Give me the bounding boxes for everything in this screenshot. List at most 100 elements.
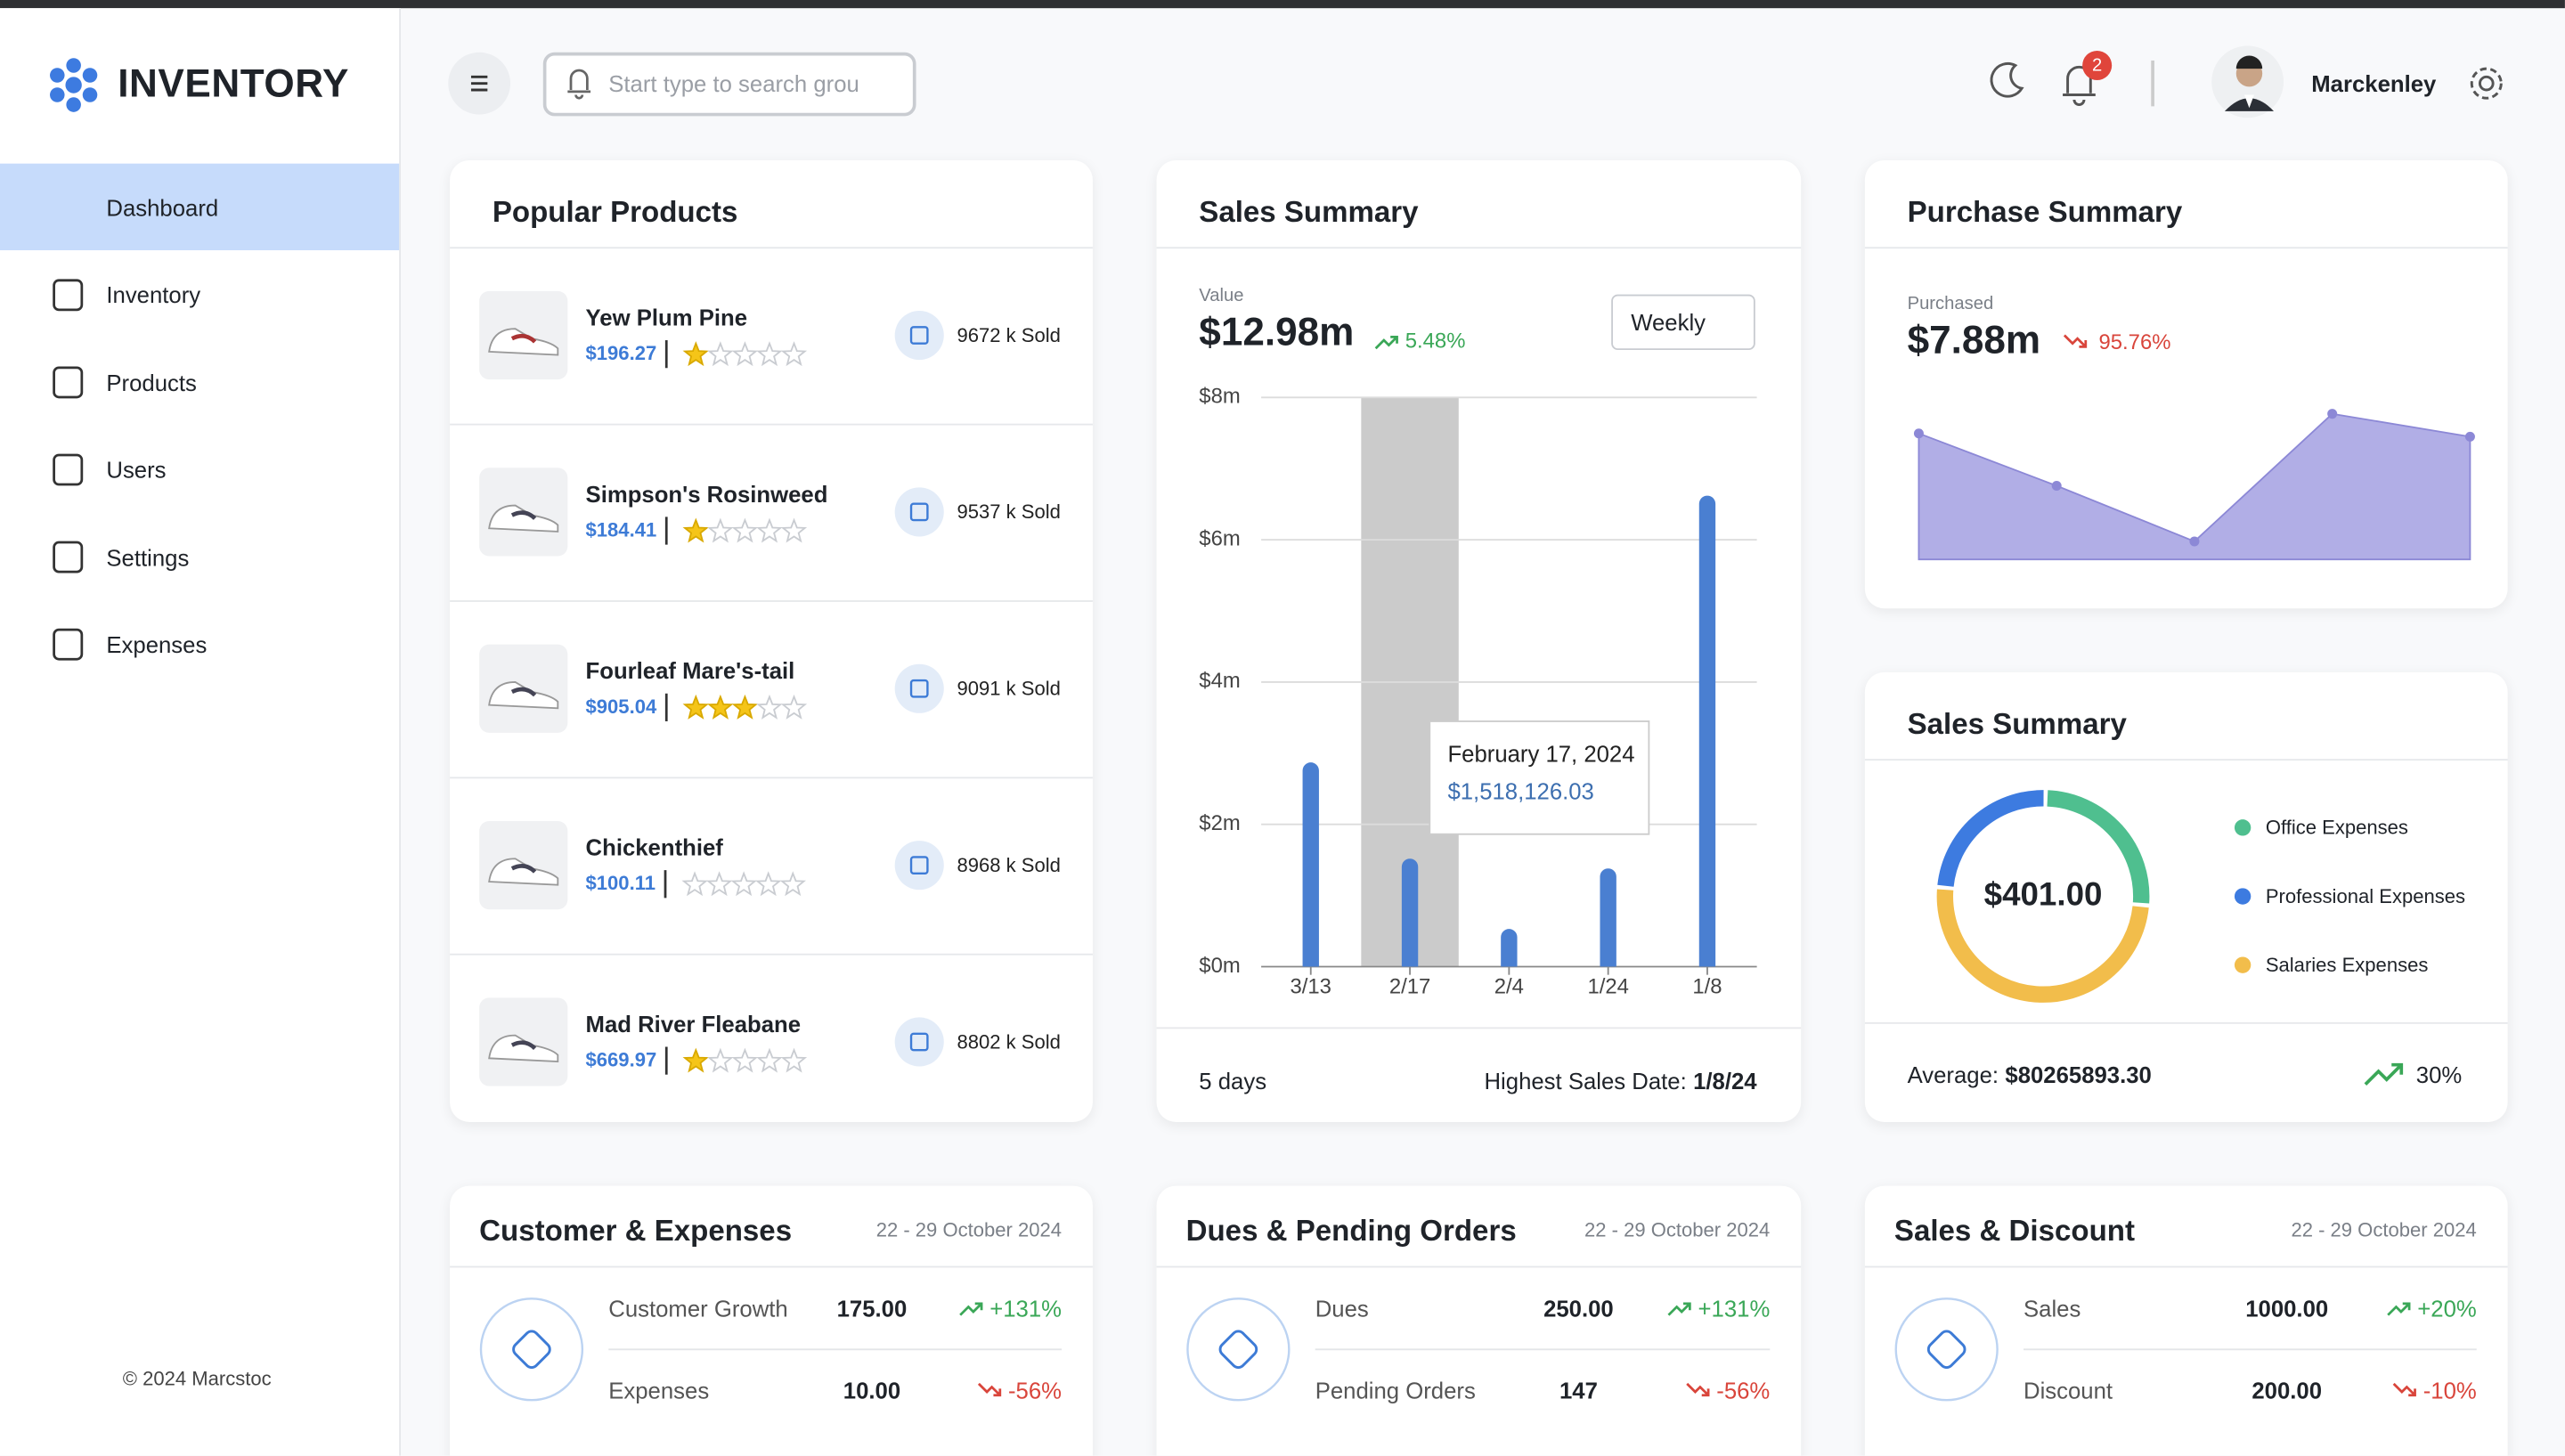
sold-icon xyxy=(894,663,944,713)
x-tick-label: 2/17 xyxy=(1389,975,1430,999)
avatar[interactable] xyxy=(2211,45,2284,118)
point xyxy=(1913,428,1924,439)
star xyxy=(706,871,733,897)
notification-count: 2 xyxy=(2092,56,2102,76)
stat-change: -56% xyxy=(1007,1377,1063,1403)
logo-icon xyxy=(50,58,98,112)
stat-change: +20% xyxy=(2417,1295,2477,1322)
stat-change: +131% xyxy=(1698,1295,1771,1322)
period-select[interactable] xyxy=(1611,294,1755,351)
trend-down-icon xyxy=(977,1382,1002,1397)
sold-icon-bag xyxy=(909,326,929,345)
divider xyxy=(1156,247,1802,249)
brand: INVENTORY xyxy=(118,61,349,107)
product-price: $196.27 xyxy=(585,341,657,365)
sold-icon-bag xyxy=(909,1032,929,1052)
card-title: Dues & Pending Orders xyxy=(1185,1214,1517,1248)
stat-value: 175.00 xyxy=(836,1295,908,1322)
star xyxy=(682,694,709,720)
sold-icon xyxy=(894,487,944,537)
card-icon-glyph xyxy=(512,1330,551,1370)
stat-label: Sales xyxy=(2023,1295,2081,1322)
footer-label: Highest Sales Date: xyxy=(1484,1068,1687,1094)
sold-icon xyxy=(894,841,944,891)
stat-value: 250.00 xyxy=(1543,1295,1614,1322)
shoe-accent xyxy=(510,864,537,874)
bar xyxy=(1501,929,1518,967)
stat-label: Discount xyxy=(2023,1377,2113,1403)
shoe-accent xyxy=(510,1040,537,1051)
legend-label: Salaries Expenses xyxy=(2265,953,2429,977)
nav-icon xyxy=(53,628,84,661)
purchase-value: $7.88m xyxy=(1907,319,2041,363)
sold-icon-bag xyxy=(909,856,929,874)
nav-item[interactable]: Inventory xyxy=(106,281,201,309)
copyright: © 2024 Marcstoc xyxy=(122,1367,272,1391)
settings-button[interactable] xyxy=(2470,67,2503,100)
nav-item[interactable]: Settings xyxy=(106,543,190,571)
x-tick-label: 1/24 xyxy=(1587,975,1628,999)
y-tick-label: $8m xyxy=(1199,385,1240,409)
trend-up-icon xyxy=(959,1302,983,1316)
nav-icon xyxy=(53,366,84,399)
star xyxy=(779,871,807,897)
sold-count: 9537 k Sold xyxy=(957,500,1061,524)
divider xyxy=(1864,1021,2508,1024)
y-tick-label: $6m xyxy=(1199,526,1240,550)
search-box[interactable] xyxy=(542,52,916,117)
card-title: Sales Summary xyxy=(1907,707,2127,741)
star xyxy=(707,1047,734,1073)
legend-dot xyxy=(2234,819,2252,836)
period-value[interactable]: Weekly xyxy=(1631,309,1706,336)
stat-label: Customer Growth xyxy=(608,1295,788,1322)
search-icon xyxy=(567,69,591,100)
legend-dot xyxy=(2234,888,2252,905)
average-value: $80265893.30 xyxy=(2005,1061,2152,1088)
card-icon xyxy=(1186,1297,1291,1402)
nav-active xyxy=(0,163,400,251)
x-tick-label: 1/8 xyxy=(1692,975,1722,999)
theme-toggle[interactable] xyxy=(1990,62,2024,98)
nav-item[interactable]: Dashboard xyxy=(106,194,219,221)
divider xyxy=(1864,247,2508,249)
product-price: $669.97 xyxy=(585,1048,657,1072)
star xyxy=(756,341,783,367)
product-name: Simpson's Rosinweed xyxy=(585,480,828,508)
expense-card xyxy=(1864,671,2508,1122)
stat-value: 147 xyxy=(1559,1377,1598,1403)
stat-change: -56% xyxy=(1716,1377,1771,1403)
star xyxy=(682,1047,709,1073)
sold-count: 8802 k Sold xyxy=(957,1030,1061,1053)
bar xyxy=(1401,858,1419,967)
sales-value: $12.98m xyxy=(1199,310,1355,355)
x-tick-label: 2/4 xyxy=(1494,975,1524,999)
nav-item[interactable]: Users xyxy=(106,456,167,484)
point xyxy=(2327,409,2338,419)
rating xyxy=(682,517,808,543)
notification-badge xyxy=(2082,50,2113,80)
donut-total: $401.00 xyxy=(1983,877,2103,914)
sold-count: 9672 k Sold xyxy=(957,323,1061,347)
nav-item[interactable]: Expenses xyxy=(106,630,208,658)
divider xyxy=(450,1265,1093,1268)
product-name: Mad River Fleabane xyxy=(585,1011,802,1037)
trend-down-icon xyxy=(1686,1382,1710,1397)
bar xyxy=(1302,762,1319,967)
nav-icon xyxy=(53,279,84,312)
menu-button[interactable] xyxy=(448,52,511,115)
star xyxy=(780,694,808,720)
trend-up-icon xyxy=(2387,1302,2411,1316)
divider xyxy=(1156,1027,1802,1029)
nav-item[interactable]: Products xyxy=(106,369,197,396)
purchase-change: 95.76% xyxy=(2098,329,2171,354)
card-title: Sales & Discount xyxy=(1893,1214,2135,1248)
legend-label: Professional Expenses xyxy=(2265,884,2466,908)
product-price: $100.11 xyxy=(585,871,656,895)
value-label: Value xyxy=(1199,286,1244,306)
sold-count: 9091 k Sold xyxy=(957,677,1061,701)
average-label: Average: xyxy=(1907,1061,1999,1088)
star xyxy=(756,694,783,720)
area xyxy=(1918,412,2471,561)
